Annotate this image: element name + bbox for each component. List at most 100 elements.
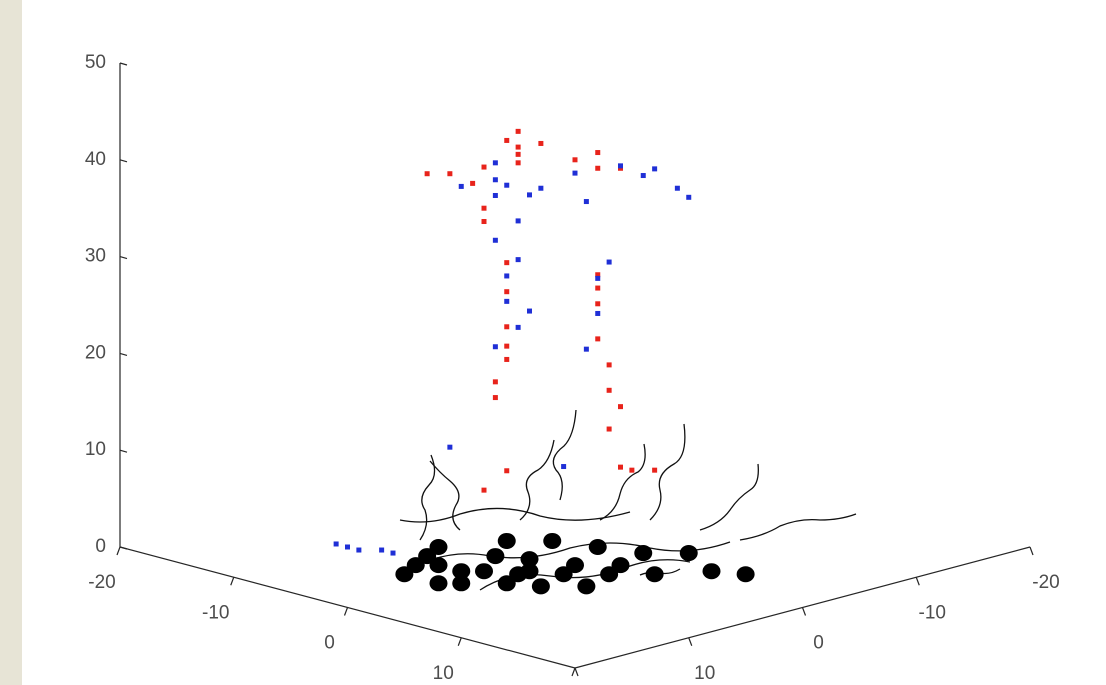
point: [504, 324, 510, 330]
x-tick: [343, 607, 349, 616]
point: [481, 219, 487, 225]
point: [606, 387, 612, 393]
point: [470, 180, 476, 186]
y-tick-label: -20: [1032, 572, 1059, 593]
z-tick: [119, 546, 128, 550]
x-tick: [571, 667, 576, 677]
point: [572, 170, 578, 176]
z-tick: [119, 449, 128, 453]
point: [481, 487, 487, 493]
chain: [399, 507, 631, 523]
point: [595, 285, 601, 291]
point: [595, 310, 601, 316]
point: [538, 185, 544, 191]
chain: [739, 513, 857, 541]
x-tick-label: -10: [202, 602, 229, 623]
point: [504, 182, 510, 188]
point: [686, 194, 692, 200]
point: [515, 160, 521, 166]
point: [356, 547, 362, 553]
z-tick-label: 30: [85, 246, 106, 267]
side-strip: [0, 0, 22, 685]
chain: [519, 439, 555, 521]
point: [504, 273, 510, 279]
bead: [645, 566, 664, 583]
point: [629, 467, 635, 473]
point: [583, 346, 589, 352]
point: [379, 547, 385, 553]
point: [606, 426, 612, 432]
point: [652, 467, 658, 473]
y-tick: [915, 577, 920, 586]
point: [595, 272, 601, 278]
x-tick-label: 10: [433, 663, 454, 684]
point: [504, 356, 510, 362]
x-tick-label: 0: [324, 633, 335, 654]
bead: [566, 557, 584, 574]
bead: [531, 578, 550, 595]
point: [333, 541, 339, 547]
point: [606, 259, 612, 265]
point: [492, 192, 498, 198]
point: [527, 192, 532, 198]
z-tick-label: 20: [85, 342, 106, 363]
bead: [486, 548, 505, 565]
bead: [452, 563, 471, 580]
point: [618, 464, 623, 470]
chain: [599, 443, 646, 521]
y-tick: [688, 637, 693, 646]
point: [527, 308, 532, 314]
bead: [429, 539, 448, 555]
point: [492, 344, 498, 350]
point: [595, 150, 601, 156]
point: [481, 205, 487, 211]
point: [447, 444, 453, 450]
bead: [702, 563, 721, 580]
bead: [634, 545, 653, 562]
bead: [543, 532, 562, 549]
point: [504, 137, 510, 143]
point: [538, 140, 544, 146]
bead: [475, 563, 493, 580]
point: [458, 183, 464, 189]
point: [492, 379, 498, 385]
bead: [497, 575, 516, 592]
y-tick: [1029, 546, 1034, 556]
bead: [520, 563, 539, 580]
z-tick-label: 0: [95, 536, 106, 557]
point: [572, 157, 578, 163]
point: [447, 171, 453, 177]
z-tick: [119, 159, 128, 163]
point: [595, 165, 601, 171]
x-tick: [230, 577, 235, 586]
bead: [611, 557, 630, 574]
z-tick-label: 10: [85, 439, 106, 460]
point: [504, 343, 510, 349]
point: [606, 362, 612, 368]
chain: [429, 460, 461, 531]
z-tick-label: 40: [85, 149, 106, 170]
point: [515, 151, 521, 157]
point: [492, 160, 498, 166]
bead: [452, 575, 471, 592]
bead: [497, 532, 516, 549]
point: [561, 464, 567, 470]
x-tick-label: -20: [88, 572, 115, 593]
point: [515, 218, 521, 224]
point: [618, 163, 623, 169]
point: [515, 324, 521, 330]
bead: [406, 557, 425, 574]
z-tick: [119, 352, 128, 356]
point: [595, 336, 601, 342]
chain: [649, 423, 686, 521]
chain: [699, 463, 759, 531]
chain: [552, 409, 577, 501]
bead: [520, 551, 539, 568]
point: [640, 173, 646, 179]
point: [504, 260, 510, 266]
point: [492, 177, 498, 183]
bead: [588, 539, 607, 555]
point: [618, 404, 623, 410]
point: [515, 257, 521, 263]
